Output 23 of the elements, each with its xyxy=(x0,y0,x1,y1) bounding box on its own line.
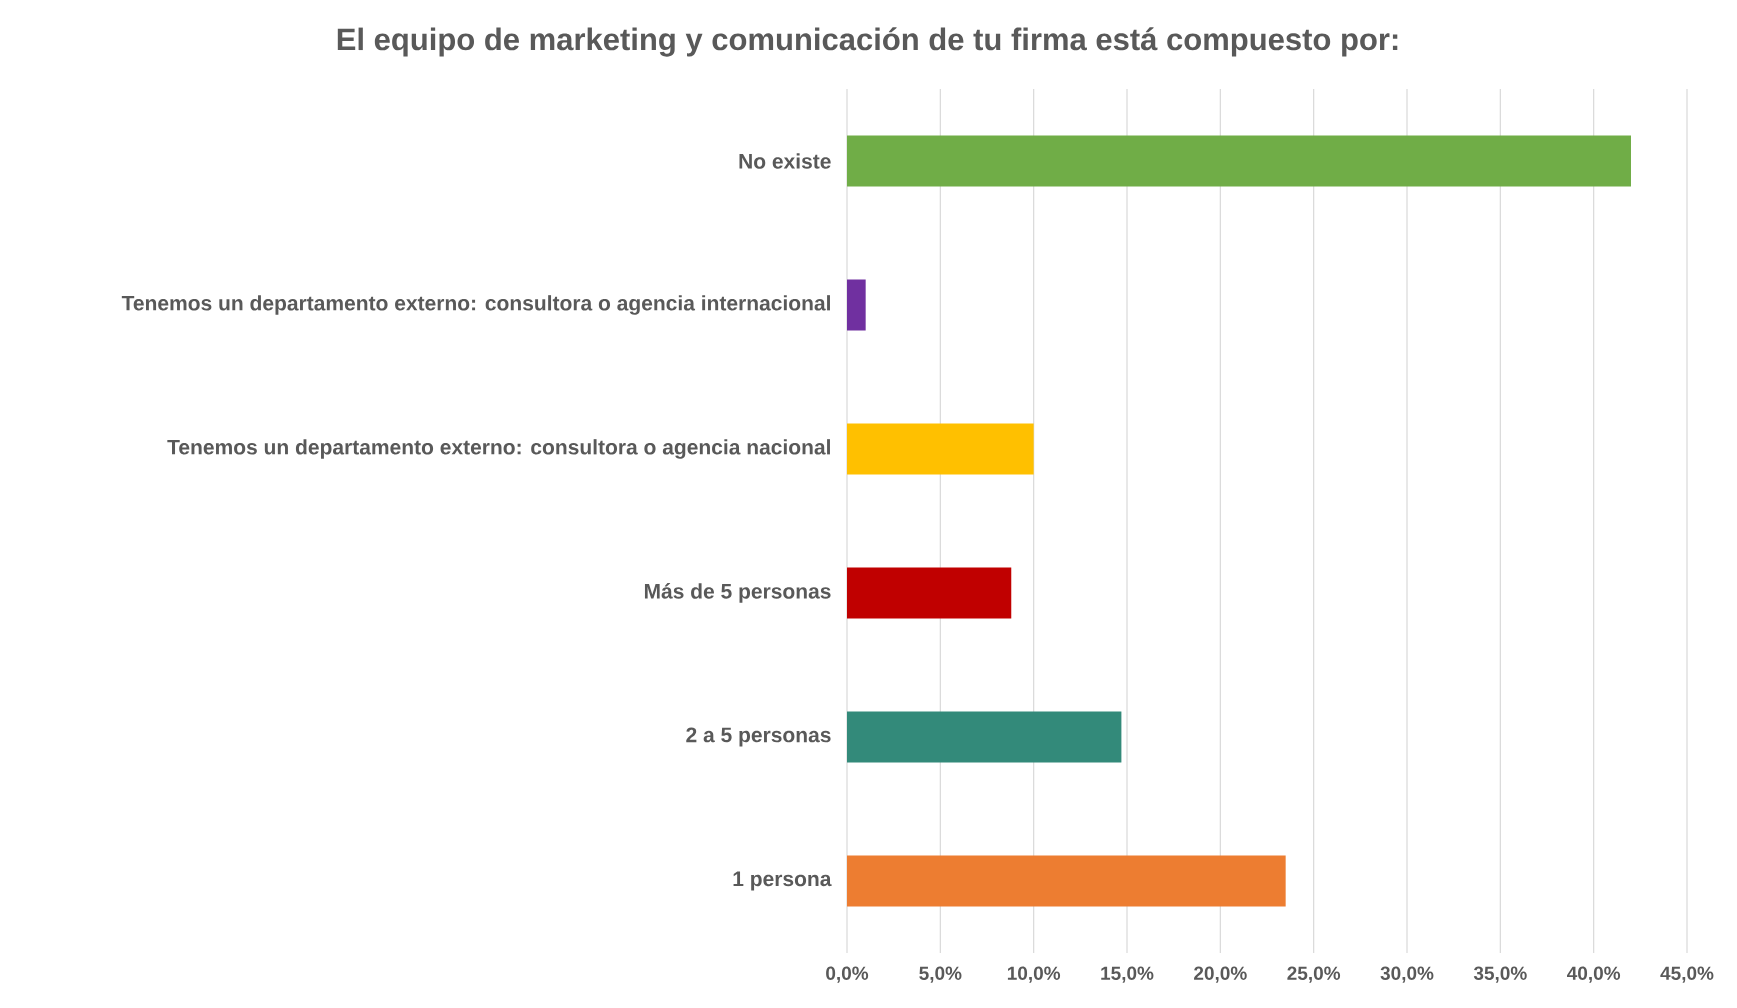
y-tick-label: Más de 5 personas xyxy=(644,583,831,603)
x-tick-label: 15,0% xyxy=(1101,966,1154,983)
bar xyxy=(847,567,1012,619)
bar xyxy=(847,279,866,331)
y-tick-label: No existe xyxy=(739,153,831,169)
bar xyxy=(847,423,1034,475)
x-tick-label: 5,0% xyxy=(919,966,962,983)
x-tick-label: 25,0% xyxy=(1287,966,1341,983)
bar xyxy=(847,135,1631,187)
x-tick-label: 30,0% xyxy=(1380,966,1434,983)
x-tick-label: 35,0% xyxy=(1473,966,1527,983)
x-tick-label: 0,0% xyxy=(826,966,869,983)
x-tick-label: 10,0% xyxy=(1007,966,1061,983)
bar xyxy=(847,855,1286,907)
chart-title: El equipo de marketing y comunicación de tu firma está compuesto por: xyxy=(337,27,1398,57)
y-tick-label: Tenemos un departamento externo: consultora o agencia internacional xyxy=(121,295,830,315)
y-tick-label: Tenemos un departamento externo: consultora o agencia nacional xyxy=(167,439,830,459)
y-tick-label: 2 a 5 personas xyxy=(686,727,831,747)
y-tick-label: 1 persona xyxy=(733,871,832,891)
x-tick-label: 40,0% xyxy=(1567,966,1621,983)
x-tick-label: 20,0% xyxy=(1194,966,1247,983)
bar xyxy=(847,711,1122,763)
x-tick-label: 45,0% xyxy=(1660,966,1714,983)
